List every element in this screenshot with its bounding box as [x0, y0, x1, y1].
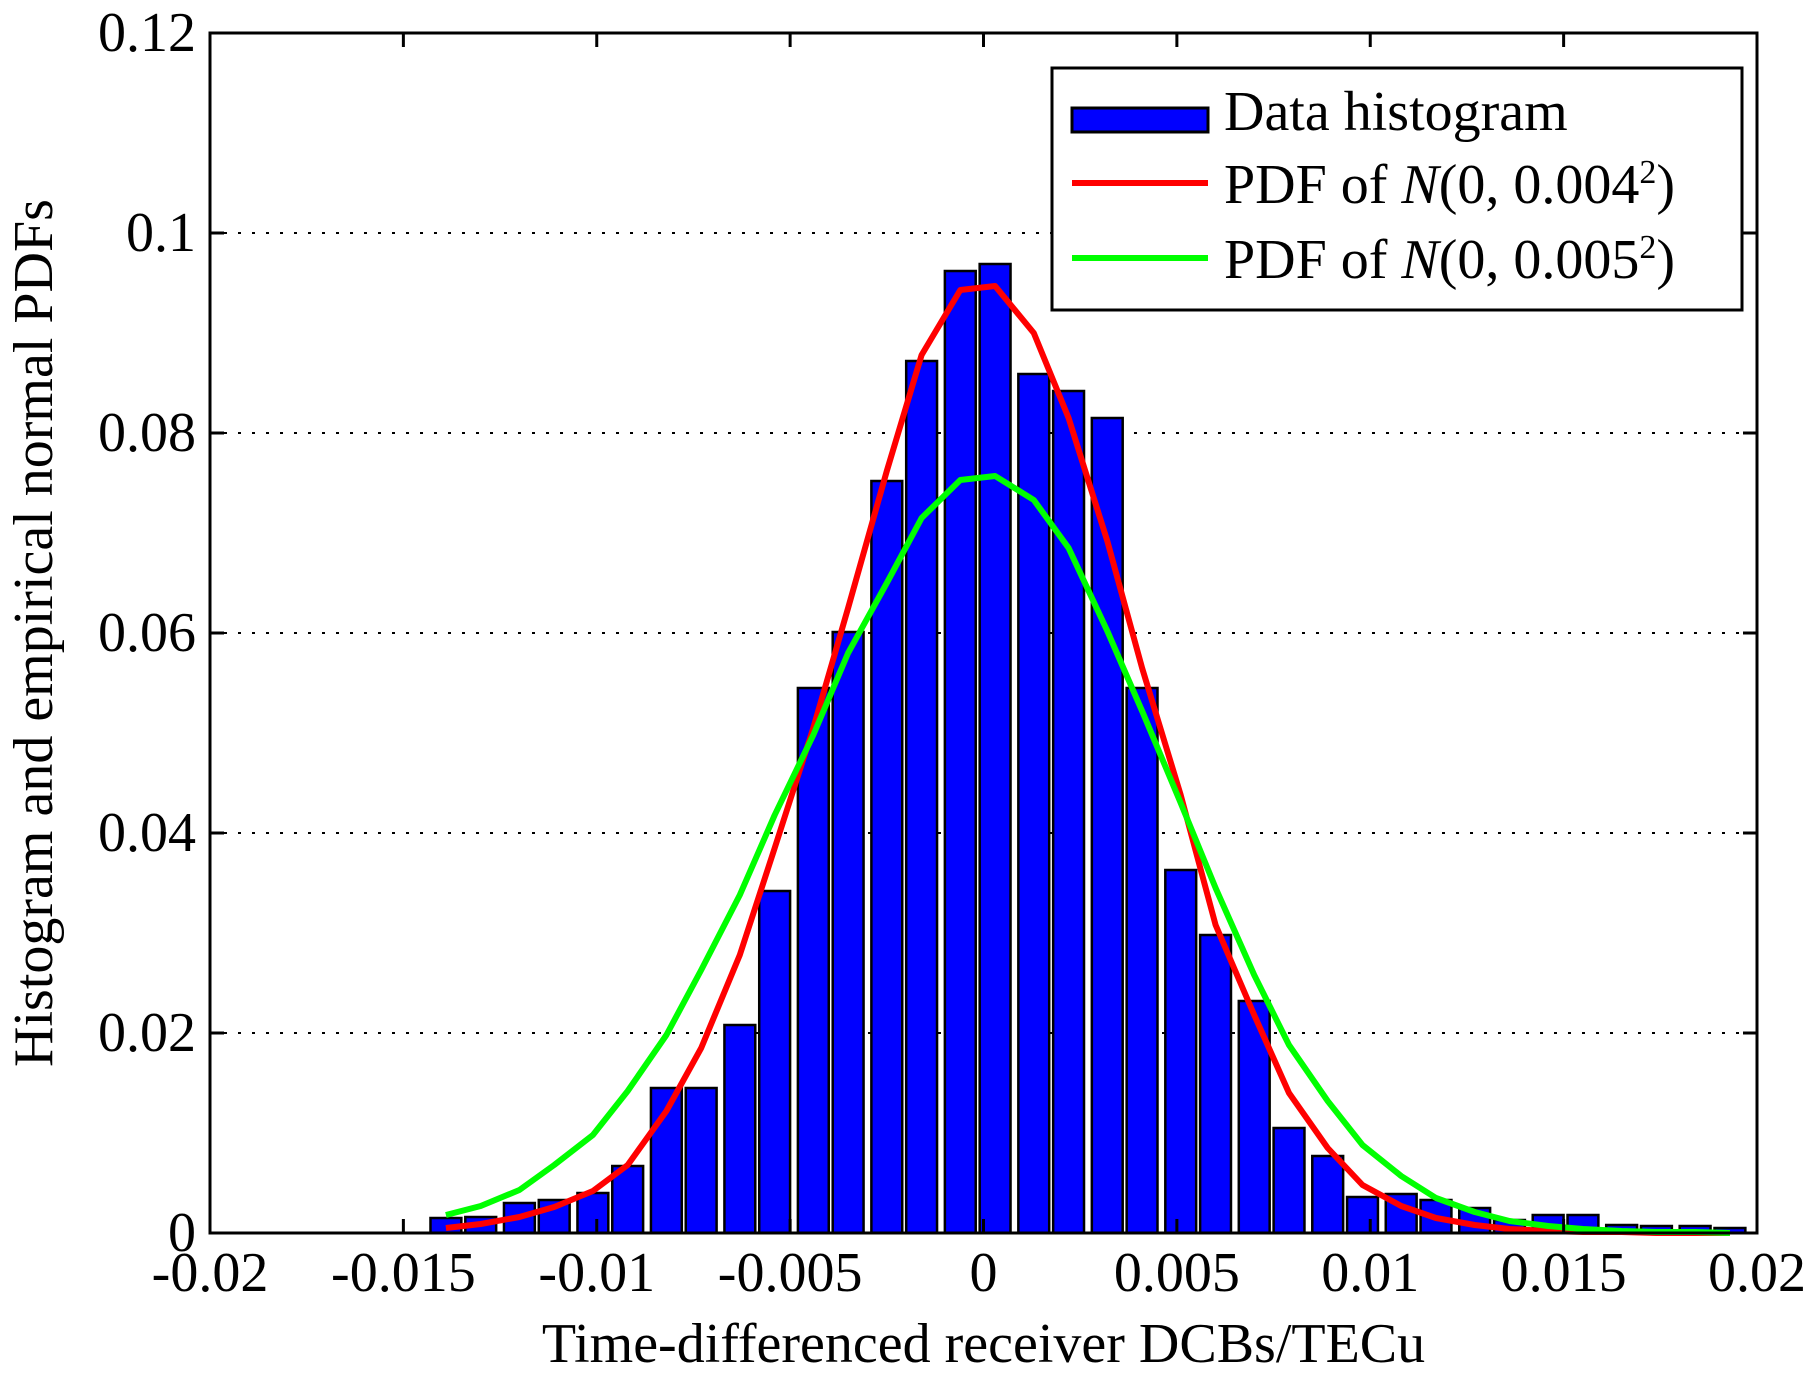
- x-axis-title: Time-differenced receiver DCBs/TECu: [542, 1313, 1425, 1375]
- legend-label-pdf1: PDF of N(0, 0.0042): [1224, 154, 1675, 216]
- y-tick-label-1: 0.02: [98, 1002, 196, 1064]
- histogram-bar-7: [684, 1086, 718, 1235]
- histogram-bar-23: [1272, 1126, 1306, 1235]
- x-tick-label-3: -0.005: [718, 1242, 863, 1304]
- histogram-bar-8: [723, 1023, 757, 1235]
- histogram-bar-25: [1345, 1195, 1380, 1235]
- pdf-line-2: [445, 473, 1730, 1236]
- pdf-lines: [445, 283, 1730, 1236]
- histogram-bar-24: [1311, 1154, 1345, 1235]
- x-tick-label-4: 0: [970, 1242, 998, 1304]
- histogram-bar-4: [576, 1191, 610, 1235]
- histogram-bar-9: [757, 889, 792, 1235]
- histogram-bar-13: [904, 359, 939, 1235]
- y-tick-labels: 0 0.02 0.04 0.06 0.08 0.1 0.12: [98, 2, 196, 1264]
- x-tick-label-6: 0.01: [1321, 1242, 1419, 1304]
- histogram-bar-11: [831, 630, 865, 1235]
- histogram-bar-15: [978, 262, 1012, 1235]
- y-tick-label-3: 0.06: [98, 602, 196, 664]
- histogram-bar-19: [1125, 686, 1159, 1235]
- y-tick-label-2: 0.04: [98, 802, 196, 864]
- histogram-bar-14: [943, 269, 977, 1235]
- histogram-bar-17: [1051, 389, 1086, 1235]
- x-tick-label-8: 0.02: [1708, 1242, 1806, 1304]
- x-tick-label-2: -0.01: [538, 1242, 655, 1304]
- x-tick-label-1: -0.015: [331, 1242, 476, 1304]
- axis-ticks: [208, 31, 1759, 1235]
- y-tick-label-0: 0: [168, 1202, 196, 1264]
- x-tick-labels: -0.02 -0.015 -0.01 -0.005 0 0.005 0.01 0.015 0.0…: [152, 1242, 1806, 1304]
- histogram-bar-12: [870, 479, 904, 1235]
- legend-label-histogram: Data histogram: [1224, 81, 1568, 143]
- y-tick-label-5: 0.1: [126, 202, 196, 264]
- x-tick-label-0: -0.02: [152, 1242, 269, 1304]
- x-tick-label-7: 0.015: [1501, 1242, 1627, 1304]
- x-tick-label-5: 0.005: [1114, 1242, 1240, 1304]
- y-tick-label-6: 0.12: [98, 2, 196, 64]
- legend-label-pdf2: PDF of N(0, 0.0052): [1224, 229, 1675, 291]
- histogram-bar-21: [1198, 933, 1233, 1235]
- y-axis-title: Histogram and empirical normal PDFs: [3, 199, 65, 1067]
- legend-swatch-histogram: [1070, 106, 1210, 134]
- pdf-line-1: [445, 283, 1730, 1236]
- histogram-bar-18: [1090, 416, 1124, 1235]
- y-tick-label-4: 0.08: [98, 402, 196, 464]
- legend: Data histogram PDF of N(0, 0.0042) PDF o…: [1050, 66, 1744, 312]
- histogram-bar-20: [1164, 868, 1198, 1235]
